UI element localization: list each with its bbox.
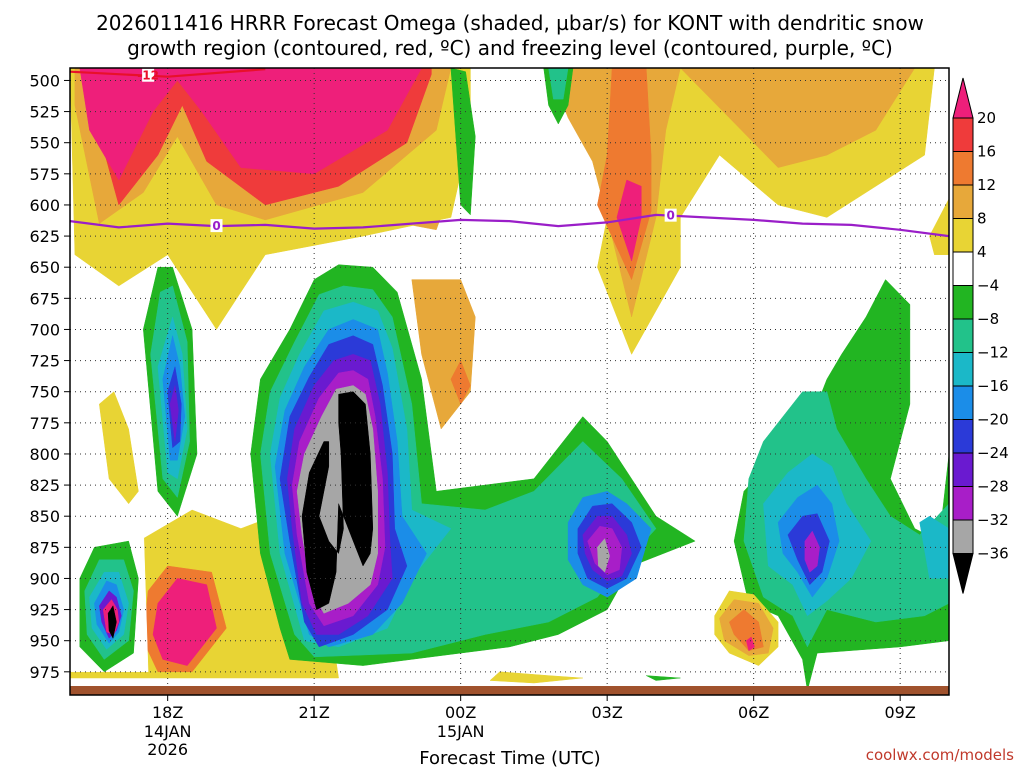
xtick-label-00Z: 00Z: [445, 703, 476, 722]
ytick-label-775: 775: [29, 414, 60, 433]
omega-region-59: [489, 671, 584, 684]
colorbar-max-arrow: [952, 77, 974, 119]
colorbar-box-11: [952, 452, 974, 487]
colorbar-label-13: −36: [977, 545, 1009, 563]
colorbar-legend: 20 16 12 8 4 −4 −8 −12 −16 −20 −24 −28 −32 −36: [952, 77, 1009, 594]
omega-region-4: [79, 68, 422, 181]
colorbar-box-12: [952, 486, 974, 521]
freezing-level-contour-label-bg-1: [664, 208, 677, 222]
colorbar-box-5: [952, 251, 974, 286]
colorbar-box-8: [952, 352, 974, 387]
omega-region-10: [450, 68, 476, 216]
ytick-label-500: 500: [29, 71, 60, 90]
xtick-label-09Z: 09Z: [885, 703, 916, 722]
xtick-label-18Z: 18Z: [152, 703, 183, 722]
ytick-label-625: 625: [29, 227, 60, 246]
xtick-label-06Z: 06Z: [738, 703, 769, 722]
colorbar-box-9: [952, 385, 974, 420]
xtick-label-21Z: 21Z: [299, 703, 330, 722]
colorbar-label-1: 16: [977, 143, 996, 161]
ytick-label-975: 975: [29, 663, 60, 682]
xtick-date-00Z: 15JAN: [437, 722, 485, 741]
colorbar-box-10: [952, 419, 974, 454]
credit-text: coolwx.com/models: [866, 746, 1014, 764]
colorbar-label-10: −24: [977, 444, 1009, 462]
colorbar-box-7: [952, 318, 974, 353]
omega-region-24: [152, 578, 217, 666]
omega-region-21: [169, 385, 179, 442]
omega-region-60: [645, 675, 681, 681]
plot-frame: [69, 67, 950, 696]
omega-region-9: [929, 198, 949, 255]
freezing-level-contour-label-1: 0: [666, 209, 674, 223]
colorbar-box-13: [952, 519, 974, 554]
ytick-label-850: 850: [29, 507, 60, 526]
omega-region-14: [450, 360, 471, 405]
omega-region-57: [729, 609, 764, 651]
colorbar-box-6: [952, 285, 974, 320]
colorbar-label-9: −20: [977, 411, 1009, 429]
colorbar-label-0: 20: [977, 109, 996, 127]
omega-shading: [70, 68, 949, 688]
ytick-label-650: 650: [29, 258, 60, 277]
ytick-label-800: 800: [29, 445, 60, 464]
ytick-label-525: 525: [29, 103, 60, 122]
x-axis-label: Forecast Time (UTC): [419, 748, 600, 768]
ytick-label-825: 825: [29, 476, 60, 495]
ytick-label-575: 575: [29, 165, 60, 184]
omega-region-32: [107, 605, 117, 639]
ytick-label-725: 725: [29, 352, 60, 371]
colorbar-label-3: 8: [977, 210, 987, 228]
freezing-level-contour-label-0: 0: [212, 219, 220, 233]
dgz-contour: [70, 68, 266, 78]
ytick-label-750: 750: [29, 383, 60, 402]
colorbar-label-7: −12: [977, 344, 1009, 362]
xtick-label-03Z: 03Z: [592, 703, 623, 722]
freezing-level-contour-label-bg-0: [210, 219, 223, 233]
ytick-label-950: 950: [29, 632, 60, 651]
ytick-label-700: 700: [29, 320, 60, 339]
contours: 0 0 -12: [70, 68, 949, 238]
xtick-date-18Z: 14JAN: [144, 722, 192, 741]
colorbar-box-3: [952, 184, 974, 219]
omega-region-58: [746, 636, 755, 651]
omega-region-41: [301, 391, 374, 610]
colorbar-label-11: −28: [977, 478, 1009, 496]
colorbar-min-arrow: [952, 553, 974, 594]
xtick-year-18Z: 2026: [147, 740, 188, 759]
omega-region-47: [804, 530, 820, 573]
dgz-contour-label-0: -12: [137, 69, 159, 83]
colorbar-box-2: [952, 151, 974, 186]
colorbar-box-1: [952, 117, 974, 152]
colorbar-label-4: 4: [977, 243, 987, 261]
colorbar-label-8: −16: [977, 377, 1009, 395]
gridlines: [70, 68, 949, 688]
pressure-axis: 500 525 550 575 600 625 650 675 700 725 750 775 800 8…: [29, 71, 70, 682]
omega-region-8: [616, 179, 642, 262]
omega-region-48: [919, 515, 949, 579]
ytick-label-900: 900: [29, 569, 60, 588]
ground-terrain: [70, 686, 949, 695]
dgz-contour-label-bg-0: [142, 68, 155, 82]
omega-region-12: [548, 68, 569, 100]
chart-title-line1: 2026011416 HRRR Forecast Omega (shaded, …: [96, 11, 924, 35]
ytick-label-875: 875: [29, 538, 60, 557]
ytick-label-675: 675: [29, 289, 60, 308]
colorbar-label-12: −32: [977, 511, 1009, 529]
ytick-label-925: 925: [29, 601, 60, 620]
omega-region-15: [99, 391, 139, 504]
colorbar-label-5: −4: [977, 277, 999, 295]
chart-title-line2: growth region (contoured, red, ºC) and f…: [127, 36, 893, 60]
colorbar-box-4: [952, 218, 974, 253]
colorbar-label-2: 12: [977, 176, 996, 194]
ytick-label-550: 550: [29, 134, 60, 153]
colorbar-label-6: −8: [977, 310, 999, 328]
ytick-label-600: 600: [29, 196, 60, 215]
